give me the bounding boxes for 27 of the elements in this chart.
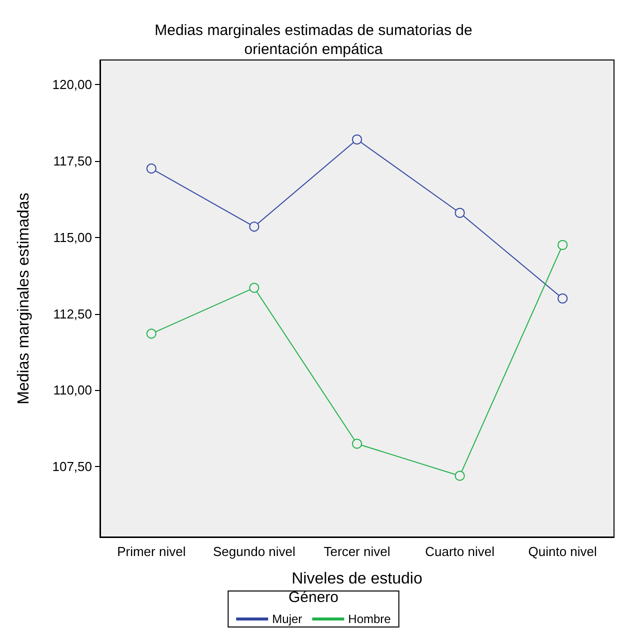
point	[352, 134, 362, 144]
point	[454, 470, 465, 481]
y-tick-label: 107,50	[52, 459, 92, 474]
point	[558, 294, 568, 304]
legend-label: Mujer	[272, 612, 302, 626]
y-tick-label: 117,50	[53, 153, 92, 168]
x-tick-label: Cuarto nivel	[425, 544, 495, 559]
x-tick-label: Primer nivel	[117, 544, 186, 559]
y-tick-label: 115,00	[53, 230, 92, 245]
point	[249, 282, 260, 293]
point	[558, 240, 568, 250]
y-tick-label: 120,00	[52, 76, 92, 92]
x-tick-label: Tercer nivel	[324, 544, 390, 559]
y-tick-label: 112,50	[53, 306, 92, 322]
legend-label: Hombre	[348, 612, 392, 626]
y-axis-title: Medias marginales estimadas	[16, 192, 32, 404]
point	[454, 208, 465, 218]
x-tick-label: Segundo nivel	[212, 544, 296, 559]
chart-title: Medias marginales estimadas de sumatorias de orientación empática	[154, 22, 472, 58]
point	[146, 328, 156, 339]
point	[146, 164, 156, 174]
y-tick-label: 110,00	[53, 382, 92, 398]
legend-title: Género	[288, 589, 339, 606]
point	[352, 438, 362, 449]
x-axis-title: Niveles de estudio	[292, 570, 422, 588]
x-tick-label: Quinto nivel	[528, 544, 598, 559]
point	[249, 222, 260, 232]
